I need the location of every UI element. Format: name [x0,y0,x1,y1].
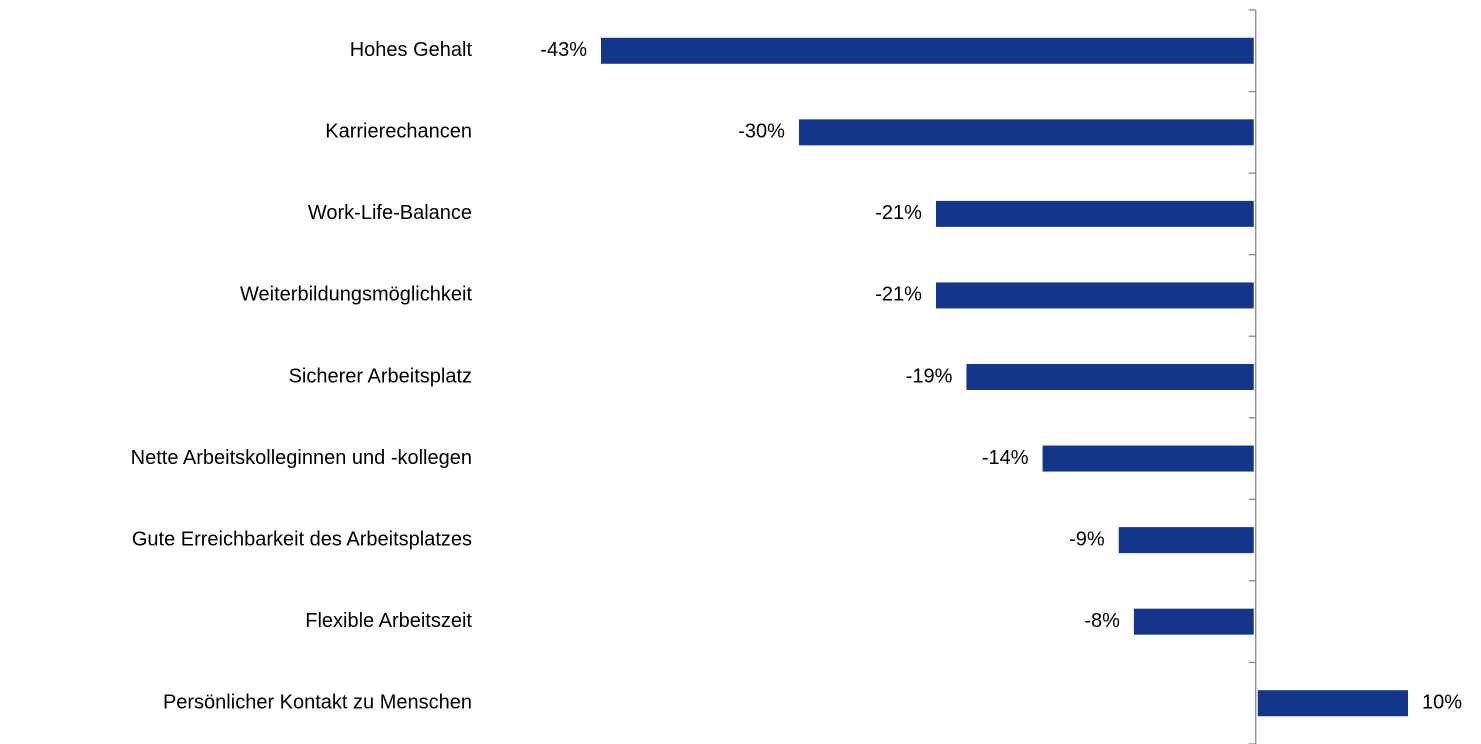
category-label: Work-Life-Balance [308,202,472,224]
bar [1257,690,1408,717]
category-label: Sicherer Arbeitsplatz [289,365,472,387]
bar [1133,608,1254,635]
bar [1042,445,1254,472]
category-label: Persönlicher Kontakt zu Menschen [163,692,472,714]
value-label: -21% [875,284,922,306]
category-label: Karrierechancen [325,121,472,143]
bar [935,200,1254,227]
value-label: -30% [738,121,785,143]
bar [798,119,1254,146]
category-label: Weiterbildungsmöglichkeit [240,284,472,306]
value-label: -19% [906,365,953,387]
bar [935,282,1254,309]
value-label: 10% [1422,692,1462,714]
category-label: Gute Erreichbarkeit des Arbeitsplatzes [132,528,472,550]
category-label: Hohes Gehalt [350,39,473,61]
value-label: -14% [982,447,1029,469]
bar [966,364,1254,390]
category-label: Nette Arbeitskolleginnen und -kollegen [131,447,472,469]
value-label: -43% [540,39,587,61]
value-label: -21% [875,202,922,224]
category-label: Flexible Arbeitszeit [305,610,472,632]
value-label: -8% [1084,610,1120,632]
bar [1118,527,1254,554]
value-label: -9% [1069,528,1105,550]
bar [601,37,1254,64]
